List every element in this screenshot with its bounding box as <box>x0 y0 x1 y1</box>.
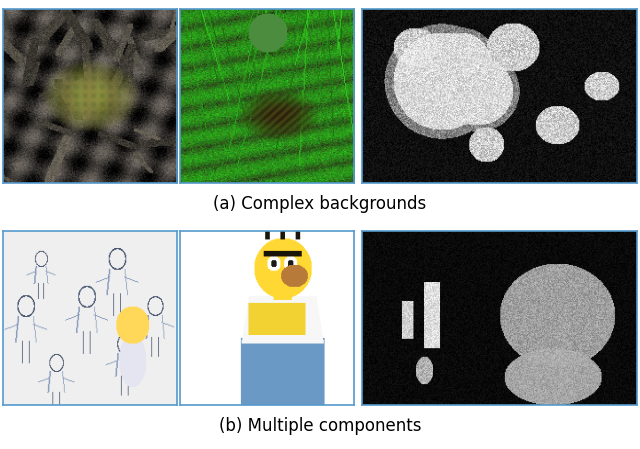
Text: (a) Complex backgrounds: (a) Complex backgrounds <box>213 195 427 213</box>
Text: (b) Multiple components: (b) Multiple components <box>219 417 421 435</box>
